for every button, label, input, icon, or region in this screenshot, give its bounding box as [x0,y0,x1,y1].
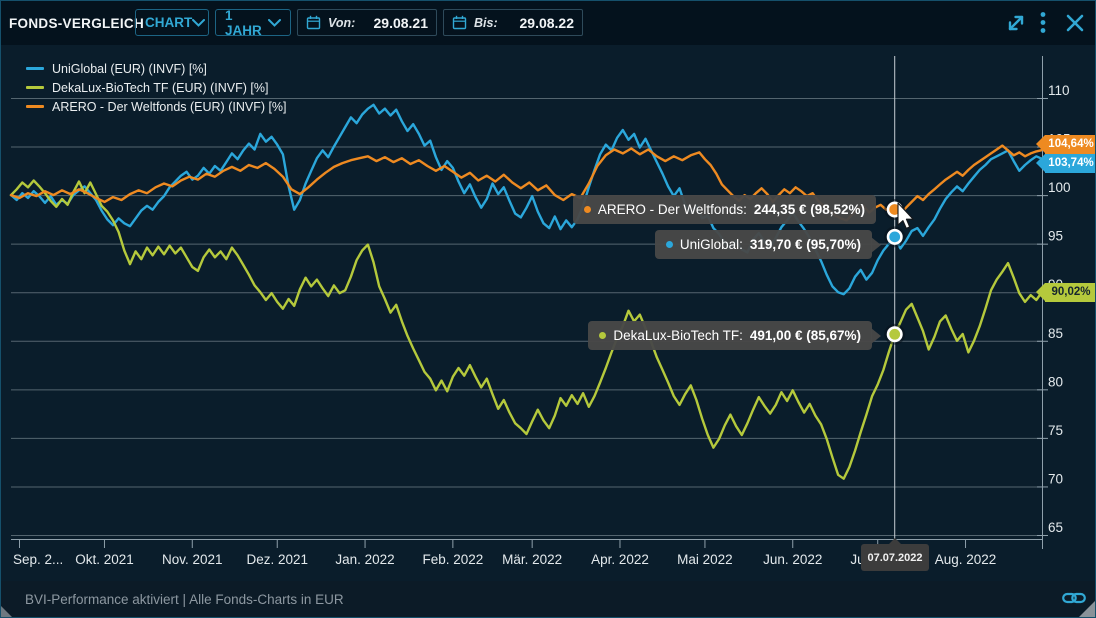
chevron-down-icon [268,18,281,27]
resize-grip[interactable] [1079,601,1095,617]
svg-text:Jun. 2022: Jun. 2022 [763,552,822,567]
status-bar: BVI-Performance aktiviert | Alle Fonds-C… [1,581,1095,617]
legend-swatch [26,67,44,70]
svg-text:Mär. 2022: Mär. 2022 [502,552,562,567]
svg-text:Feb. 2022: Feb. 2022 [422,552,483,567]
tooltip-series-name: ARERO - Der Weltfonds: [597,202,747,217]
svg-text:Sep. 2...: Sep. 2... [13,552,63,567]
svg-text:110: 110 [1048,83,1070,98]
series-color-dot [665,241,673,248]
calendar-icon [306,15,321,30]
crosshair-tooltip-dekalux: DekaLux-BioTech TF: 491,00 € (85,67%) [588,321,881,350]
tooltip-value: 491,00 € (85,67%) [749,328,861,343]
svg-text:Jan. 2022: Jan. 2022 [335,552,394,567]
chart-type-dropdown[interactable]: CHART [135,9,209,36]
series-color-dot [583,206,591,213]
svg-text:70: 70 [1048,471,1063,486]
close-icon[interactable] [1063,11,1087,35]
date-from-field[interactable]: Von: 29.08.21 [297,9,437,36]
latest-value-label: 90,02% [1045,282,1095,302]
legend-swatch [26,105,44,108]
legend-swatch [26,86,44,89]
date-from-label: Von: [328,15,356,30]
calendar-icon [452,15,467,30]
svg-text:Aug. 2022: Aug. 2022 [935,552,997,567]
svg-text:Okt. 2021: Okt. 2021 [75,552,134,567]
legend-label: DekaLux-BioTech TF (EUR) (INVF) [%] [52,80,269,95]
svg-text:Dez. 2021: Dez. 2021 [246,552,308,567]
window-title: FONDS-VERGLEICH [9,15,145,31]
kebab-menu-icon[interactable] [1033,11,1053,35]
crosshair-tooltip-uniglobal: UniGlobal: 319,70 € (95,70%) [654,230,882,259]
expand-icon[interactable] [1004,11,1028,35]
legend-item[interactable]: UniGlobal (EUR) (INVF) [%] [26,61,287,76]
crosshair-date-label: 07.07.2022 [861,538,929,571]
link-icon[interactable] [1061,588,1087,608]
period-dropdown[interactable]: 1 JAHR [215,7,291,38]
svg-text:Nov. 2021: Nov. 2021 [162,552,223,567]
legend-item[interactable]: DekaLux-BioTech TF (EUR) (INVF) [%] [26,80,287,95]
chart-type-dropdown-label: CHART [145,15,193,30]
svg-text:Mai 2022: Mai 2022 [677,552,733,567]
date-to-label: Bis: [474,15,498,30]
tooltip-value: 244,35 € (98,52%) [753,202,865,217]
latest-value-tag-uniglobal: 103,74% [1036,153,1095,173]
date-to-value[interactable]: 29.08.22 [519,14,575,31]
series-color-dot [599,332,607,339]
tooltip-series-name: UniGlobal: [679,237,743,252]
chevron-down-icon [192,18,206,27]
resize-grip[interactable] [1,606,12,617]
crosshair-tooltip-arero: ARERO - Der Weltfonds: 244,35 € (98,52%) [572,195,876,224]
latest-value-tag-dekalux: 90,02% [1036,282,1095,302]
window-header: FONDS-VERGLEICH CHART 1 JAHR Von: 29.08.… [1,1,1095,45]
svg-text:Apr. 2022: Apr. 2022 [591,552,649,567]
tooltip-value: 319,70 € (95,70%) [749,237,861,252]
period-dropdown-label: 1 JAHR [225,7,262,38]
svg-text:75: 75 [1048,423,1063,438]
legend-label: UniGlobal (EUR) (INVF) [%] [52,61,207,76]
date-to-field[interactable]: Bis: 29.08.22 [443,9,583,36]
status-text: BVI-Performance aktiviert | Alle Fonds-C… [25,591,344,607]
latest-value-tag-arero: 104,64% [1036,134,1095,154]
chart-legend: UniGlobal (EUR) (INVF) [%] DekaLux-BioTe… [26,61,287,118]
svg-text:100: 100 [1048,180,1071,195]
latest-value-label: 103,74% [1045,153,1095,173]
legend-item[interactable]: ARERO - Der Weltfonds (EUR) (INVF) [%] [26,99,287,114]
svg-text:80: 80 [1048,374,1063,389]
tooltip-series-name: DekaLux-BioTech TF: [613,328,743,343]
date-from-value[interactable]: 29.08.21 [373,14,429,31]
latest-value-label: 104,64% [1045,134,1095,154]
legend-label: ARERO - Der Weltfonds (EUR) (INVF) [%] [52,99,287,114]
svg-text:85: 85 [1048,326,1063,341]
svg-text:95: 95 [1048,229,1063,244]
svg-text:65: 65 [1048,520,1063,535]
